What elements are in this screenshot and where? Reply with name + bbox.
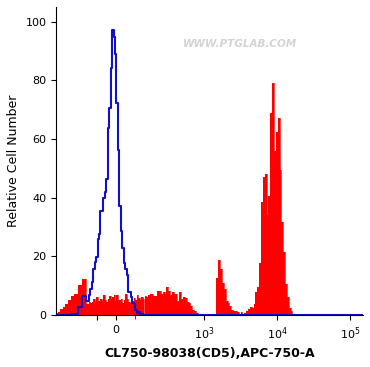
Y-axis label: Relative Cell Number: Relative Cell Number [7,95,20,227]
Text: WWW.PTGLAB.COM: WWW.PTGLAB.COM [183,39,297,49]
X-axis label: CL750-98038(CD5),APC-750-A: CL750-98038(CD5),APC-750-A [104,347,315,360]
